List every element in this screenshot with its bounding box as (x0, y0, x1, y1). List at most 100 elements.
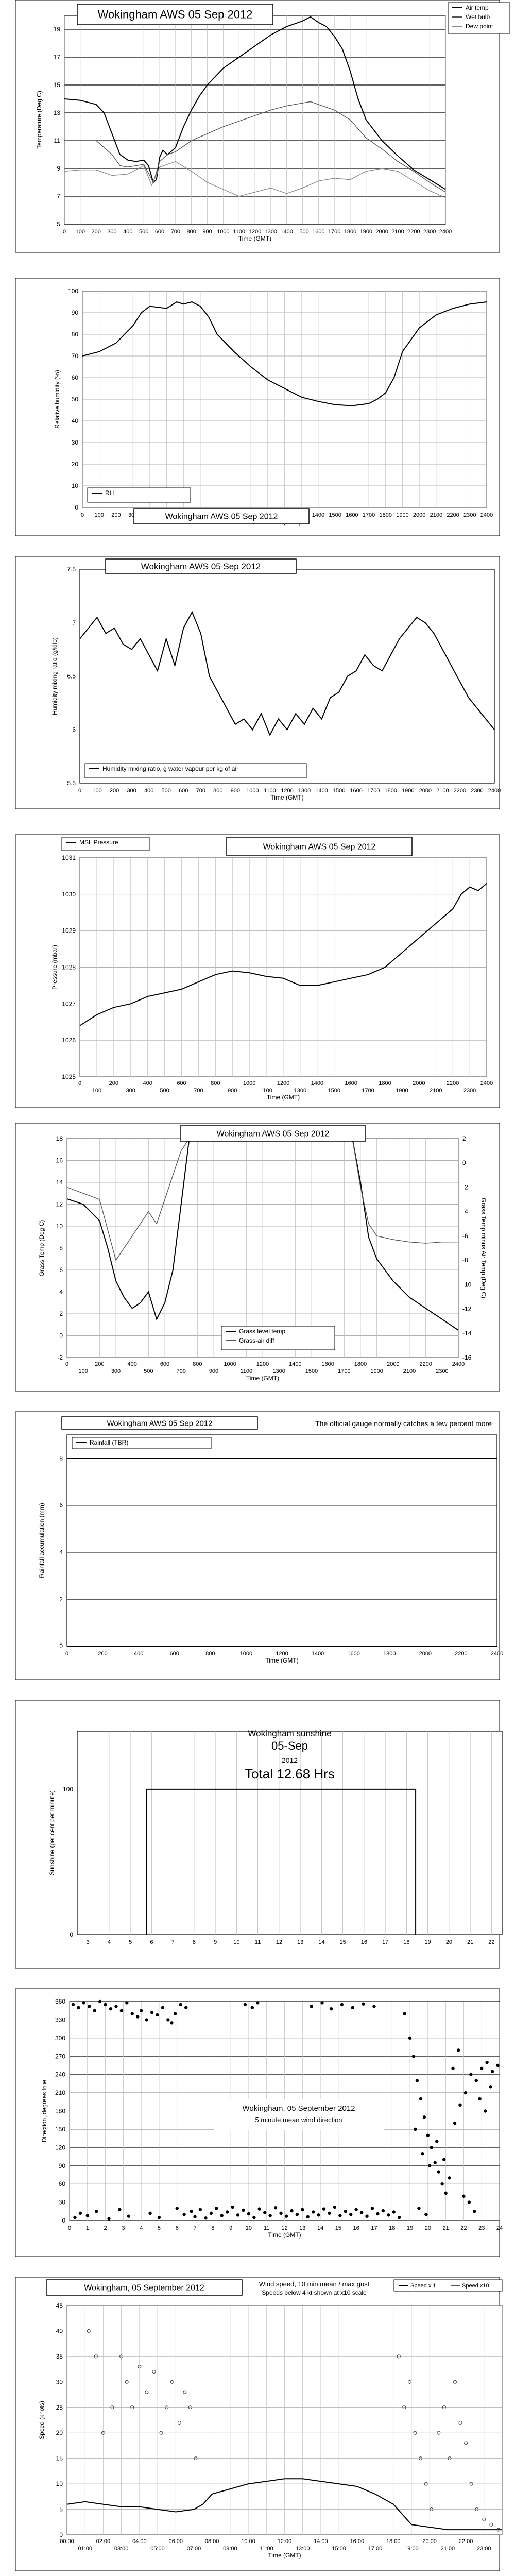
chart-3: 5.5 6 6.5 7 7.5 0 100 200 300 400 500 600 700 800 900 1… (51, 558, 501, 801)
scatter-point (256, 2001, 260, 2005)
y-tick-label: 7 (57, 193, 60, 200)
y-tick-label: 14 (56, 1179, 63, 1186)
x-tick-label: 0 (81, 512, 84, 518)
x-tick-label: 17 (382, 1939, 388, 1945)
x-tick-label: 200 (98, 1651, 107, 1657)
x-tick-label: 1600 (346, 512, 358, 518)
scatter-point (320, 2001, 324, 2005)
x-tick-label: 5 (129, 1939, 132, 1945)
x-tick-label: 01:00 (78, 2546, 92, 2552)
scatter-point (290, 2209, 294, 2213)
scatter-point (273, 2206, 278, 2210)
x-tick-label: 1600 (321, 1361, 334, 1367)
gust-point (138, 2365, 142, 2369)
x-tick-label: 900 (231, 788, 240, 794)
x-tick-label: 16:00 (350, 2538, 365, 2545)
x-tick-label: 4 (108, 1939, 111, 1945)
x-tick-label: 1400 (311, 1080, 323, 1087)
y-tick-label-right: -4 (462, 1208, 468, 1215)
legend-label: Speed x10 (462, 2283, 489, 2289)
x-tick-label: 11 (264, 2225, 269, 2231)
x-tick-label: 1100 (264, 788, 276, 794)
scatter-point (109, 2007, 113, 2011)
scatter-point (175, 2207, 179, 2210)
x-tick-label: 16 (361, 1939, 367, 1945)
gust-point (145, 2390, 149, 2394)
series-line-2 (66, 1138, 458, 1261)
x-tick-label: 0 (63, 229, 66, 235)
scatter-point (372, 2005, 376, 2008)
y-tick-label: 70 (72, 352, 79, 360)
legend-label: RH (105, 489, 114, 497)
title-box (226, 837, 413, 856)
scatter-point (485, 2060, 489, 2064)
scatter-point (198, 2208, 202, 2211)
chart-note: Speeds below 4 kt shown at x10 scale (262, 2289, 367, 2296)
y-tick-label: 120 (55, 2144, 65, 2151)
y-tick-label: 9 (57, 165, 60, 172)
series-line-1 (66, 1138, 459, 1331)
plot-area (66, 1434, 497, 1647)
scatter-point (190, 2210, 193, 2213)
y-tick-label-right: -16 (462, 1354, 472, 1361)
scatter-point (77, 2006, 80, 2010)
scatter-point (284, 2214, 288, 2218)
x-tick-label: 0 (68, 2225, 71, 2231)
y-tick-label: 10 (56, 2480, 63, 2487)
scatter-point (437, 2170, 440, 2174)
legend-label: Wet bulb (466, 13, 490, 21)
scatter-point (370, 2207, 374, 2210)
y-tick-label: -2 (57, 1354, 63, 1361)
gust-point (188, 2405, 192, 2410)
y-axis-label: Speed (knots) (38, 2401, 45, 2439)
scatter-point (430, 2146, 433, 2149)
x-tick-label: 1700 (328, 229, 340, 235)
x-tick-label: 700 (171, 229, 180, 235)
scatter-point (209, 2211, 213, 2215)
y-tick-label: 270 (55, 2053, 65, 2060)
scatter-point (490, 2070, 494, 2073)
scatter-point (161, 2006, 165, 2010)
y-tick-label-right: -8 (462, 1257, 468, 1264)
x-tick-label: 15 (340, 1939, 346, 1945)
chart-9: 0 5 10 15 20 25 30 35 40 45 00:00 02:00 04:00 06:00 08… (38, 2279, 503, 2559)
legend-label: Grass level temp (239, 1328, 285, 1335)
y-tick-label: 1027 (62, 1000, 76, 1007)
y-tick-label: 6 (59, 1266, 63, 1274)
y-tick-label: 19 (54, 26, 61, 33)
scatter-point (204, 2216, 208, 2220)
x-tick-label: 300 (107, 229, 116, 235)
scatter-point (397, 2215, 401, 2219)
x-tick-label: 2100 (403, 1368, 416, 1375)
legend-box (84, 763, 307, 778)
scatter-point (349, 2212, 353, 2216)
y-axis-label: Relative humidity (%) (54, 370, 61, 428)
scatter-point (119, 2009, 124, 2012)
scatter-point (166, 2018, 170, 2022)
y-tick-label: 210 (55, 2089, 65, 2096)
x-tick-label: 19 (407, 2225, 413, 2231)
x-tick-label: 1500 (329, 512, 341, 518)
chart-2: 0102030405060708090100010020030040050060… (54, 287, 493, 526)
y-tick-label: 0 (59, 2531, 63, 2538)
x-tick-label: 2000 (387, 1361, 399, 1367)
scatter-point (338, 2214, 342, 2217)
x-tick-label: 23:00 (477, 2546, 491, 2552)
scatter-point (157, 2215, 161, 2219)
x-tick-label: 1800 (379, 1080, 391, 1087)
scatter-point (145, 2018, 148, 2022)
scatter-point (127, 2214, 131, 2218)
y-tick-label: 30 (56, 2378, 63, 2385)
x-tick-label: 400 (134, 1651, 143, 1657)
x-tick-label: 500 (139, 229, 148, 235)
legend-box (72, 1437, 212, 1449)
y-tick-label: 5.5 (67, 779, 76, 787)
legend-label: Speed x 1 (410, 2283, 436, 2289)
x-tick-label: 0 (78, 1080, 81, 1087)
scatter-point (85, 2214, 89, 2217)
y-tick-label: 30 (59, 2199, 66, 2206)
x-tick-label: 1500 (328, 1088, 340, 1094)
x-tick-label: 800 (213, 788, 222, 794)
x-tick-label: 11 (255, 1939, 261, 1945)
scatter-point (247, 2212, 251, 2216)
